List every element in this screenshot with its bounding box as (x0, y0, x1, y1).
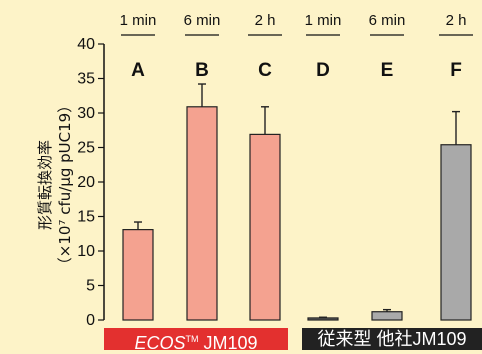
bars (122, 83, 472, 321)
trademark: TM (185, 334, 199, 344)
time-label: 2 h (255, 12, 276, 29)
competitor-group-label: 従来型 他社JM109 (302, 328, 482, 350)
y-tick-label: 0 (86, 312, 95, 329)
bar (122, 229, 154, 321)
ecos-brand: ECOS (134, 333, 186, 353)
y-tick-label: 10 (77, 243, 95, 260)
top-labels: 1 min A 6 min B 2 h C 1 min D 6 min E 2 h F (120, 12, 473, 81)
category-label: A (131, 60, 145, 81)
time-label: 1 min (120, 12, 157, 29)
bar (186, 106, 218, 321)
y-tick-label: 25 (77, 140, 95, 157)
time-label: 1 min (305, 12, 342, 29)
y-axis-label-line1: 形質転換効率 (36, 140, 54, 230)
ecos-group-label: ECOSTM JM109 (104, 328, 288, 353)
bar (249, 133, 281, 321)
category-label: E (381, 60, 394, 81)
category-label: F (450, 60, 462, 81)
y-tick-label: 15 (77, 209, 95, 226)
y-tick-label: 40 (77, 36, 95, 53)
y-tick-label: 5 (86, 278, 95, 295)
bar (307, 317, 339, 321)
y-tick-label: 30 (77, 105, 95, 122)
ecos-strain: JM109 (198, 333, 258, 353)
time-label: 6 min (184, 12, 221, 29)
time-label: 2 h (446, 12, 467, 29)
y-axis: 0 5 10 15 20 25 30 35 40 (77, 36, 105, 329)
category-label: C (258, 60, 272, 81)
category-label: B (195, 60, 209, 81)
time-label: 6 min (369, 12, 406, 29)
y-axis-label: 形質転換効率 （×10⁷ cfu/µg pUC19） (36, 98, 74, 272)
bar (371, 311, 403, 321)
y-tick-label: 35 (77, 71, 95, 88)
y-axis-label-line2: （×10⁷ cfu/µg pUC19） (56, 98, 74, 272)
category-label: D (316, 60, 330, 81)
bar (440, 144, 472, 321)
y-tick-label: 20 (77, 174, 95, 191)
